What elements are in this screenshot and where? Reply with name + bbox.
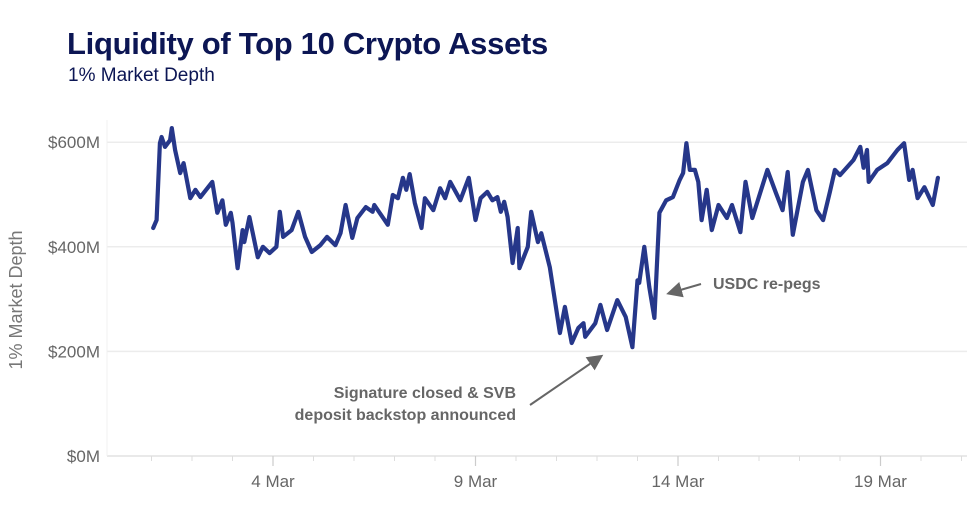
x-tick-label: 19 Mar — [854, 472, 907, 491]
y-tick-label: $200M — [48, 342, 100, 361]
y-tick-label: $400M — [48, 238, 100, 257]
annotation-svb-line1: Signature closed & SVB — [334, 385, 516, 402]
x-tick-label: 9 Mar — [454, 472, 498, 491]
annotation-arrow-usdc — [666, 281, 702, 298]
chart-title: Liquidity of Top 10 Crypto Assets — [67, 26, 548, 61]
annotation-usdc: USDC re-pegs — [713, 276, 821, 293]
annotation-svb-line2: deposit backstop announced — [295, 407, 516, 424]
x-tick-label: 4 Mar — [251, 472, 295, 491]
y-axis-label: 1% Market Depth — [6, 230, 26, 369]
y-tick-label: $600M — [48, 133, 100, 152]
x-tick-label: 14 Mar — [652, 472, 705, 491]
series-line — [151, 126, 940, 350]
chart-subtitle: 1% Market Depth — [68, 65, 215, 86]
annotation-arrow-svb — [529, 354, 604, 406]
y-tick-label: $0M — [67, 447, 100, 466]
